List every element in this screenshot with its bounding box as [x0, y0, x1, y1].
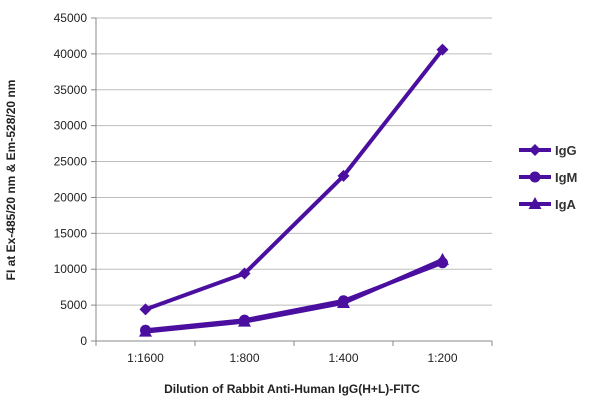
legend-item-igg: IgG	[519, 143, 577, 158]
y-tick-label: 35000	[54, 83, 88, 97]
axes	[91, 17, 493, 346]
y-tick-label: 10000	[54, 262, 88, 276]
x-tick-label: 1:400	[328, 351, 358, 365]
data-point	[238, 267, 251, 280]
y-tick-label: 0	[80, 334, 87, 348]
legend-item-igm: IgM	[519, 170, 577, 185]
data-point	[436, 43, 449, 56]
y-tick-label: 25000	[54, 155, 88, 169]
legend-label: IgA	[555, 197, 577, 212]
y-tick-label: 15000	[54, 226, 88, 240]
x-axis-title: Dilution of Rabbit Anti-Human IgG(H+L)-F…	[164, 382, 420, 396]
x-tick-label: 1:200	[427, 351, 457, 365]
series-line	[144, 48, 445, 312]
y-tick-label: 45000	[54, 11, 88, 25]
y-tick-label: 5000	[60, 298, 87, 312]
series-iga	[139, 252, 449, 337]
legend-item-iga: IgA	[519, 197, 577, 212]
y-tick-label: 40000	[54, 47, 88, 61]
series-line	[145, 260, 444, 333]
y-axis-title: FI at Ex-485/20 nm & Em-528/20 nm	[4, 80, 18, 281]
legend-marker	[529, 171, 541, 183]
y-tick-label: 20000	[54, 190, 88, 204]
data-point	[337, 169, 350, 182]
data-point	[139, 303, 152, 316]
y-tick-labels: 0 5000 10000 15000 20000 25000 30000 35000 40000…	[54, 11, 88, 348]
series-igg	[139, 43, 449, 316]
legend: IgG IgM IgA	[519, 143, 577, 212]
x-tick-label: 1:1600	[127, 351, 164, 365]
legend-marker	[528, 197, 542, 209]
x-tick-label: 1:800	[229, 351, 259, 365]
data-point	[238, 314, 251, 327]
x-tick-labels: 1:1600 1:800 1:400 1:200	[127, 351, 458, 365]
gridlines	[96, 17, 492, 306]
series-line	[145, 258, 444, 334]
y-tick-label: 30000	[54, 119, 88, 133]
legend-label: IgM	[555, 170, 577, 185]
legend-marker	[529, 144, 541, 156]
legend-label: IgG	[555, 143, 577, 158]
series-group	[139, 43, 449, 337]
data-point	[436, 252, 449, 265]
data-point	[337, 295, 350, 308]
data-point	[139, 324, 152, 337]
